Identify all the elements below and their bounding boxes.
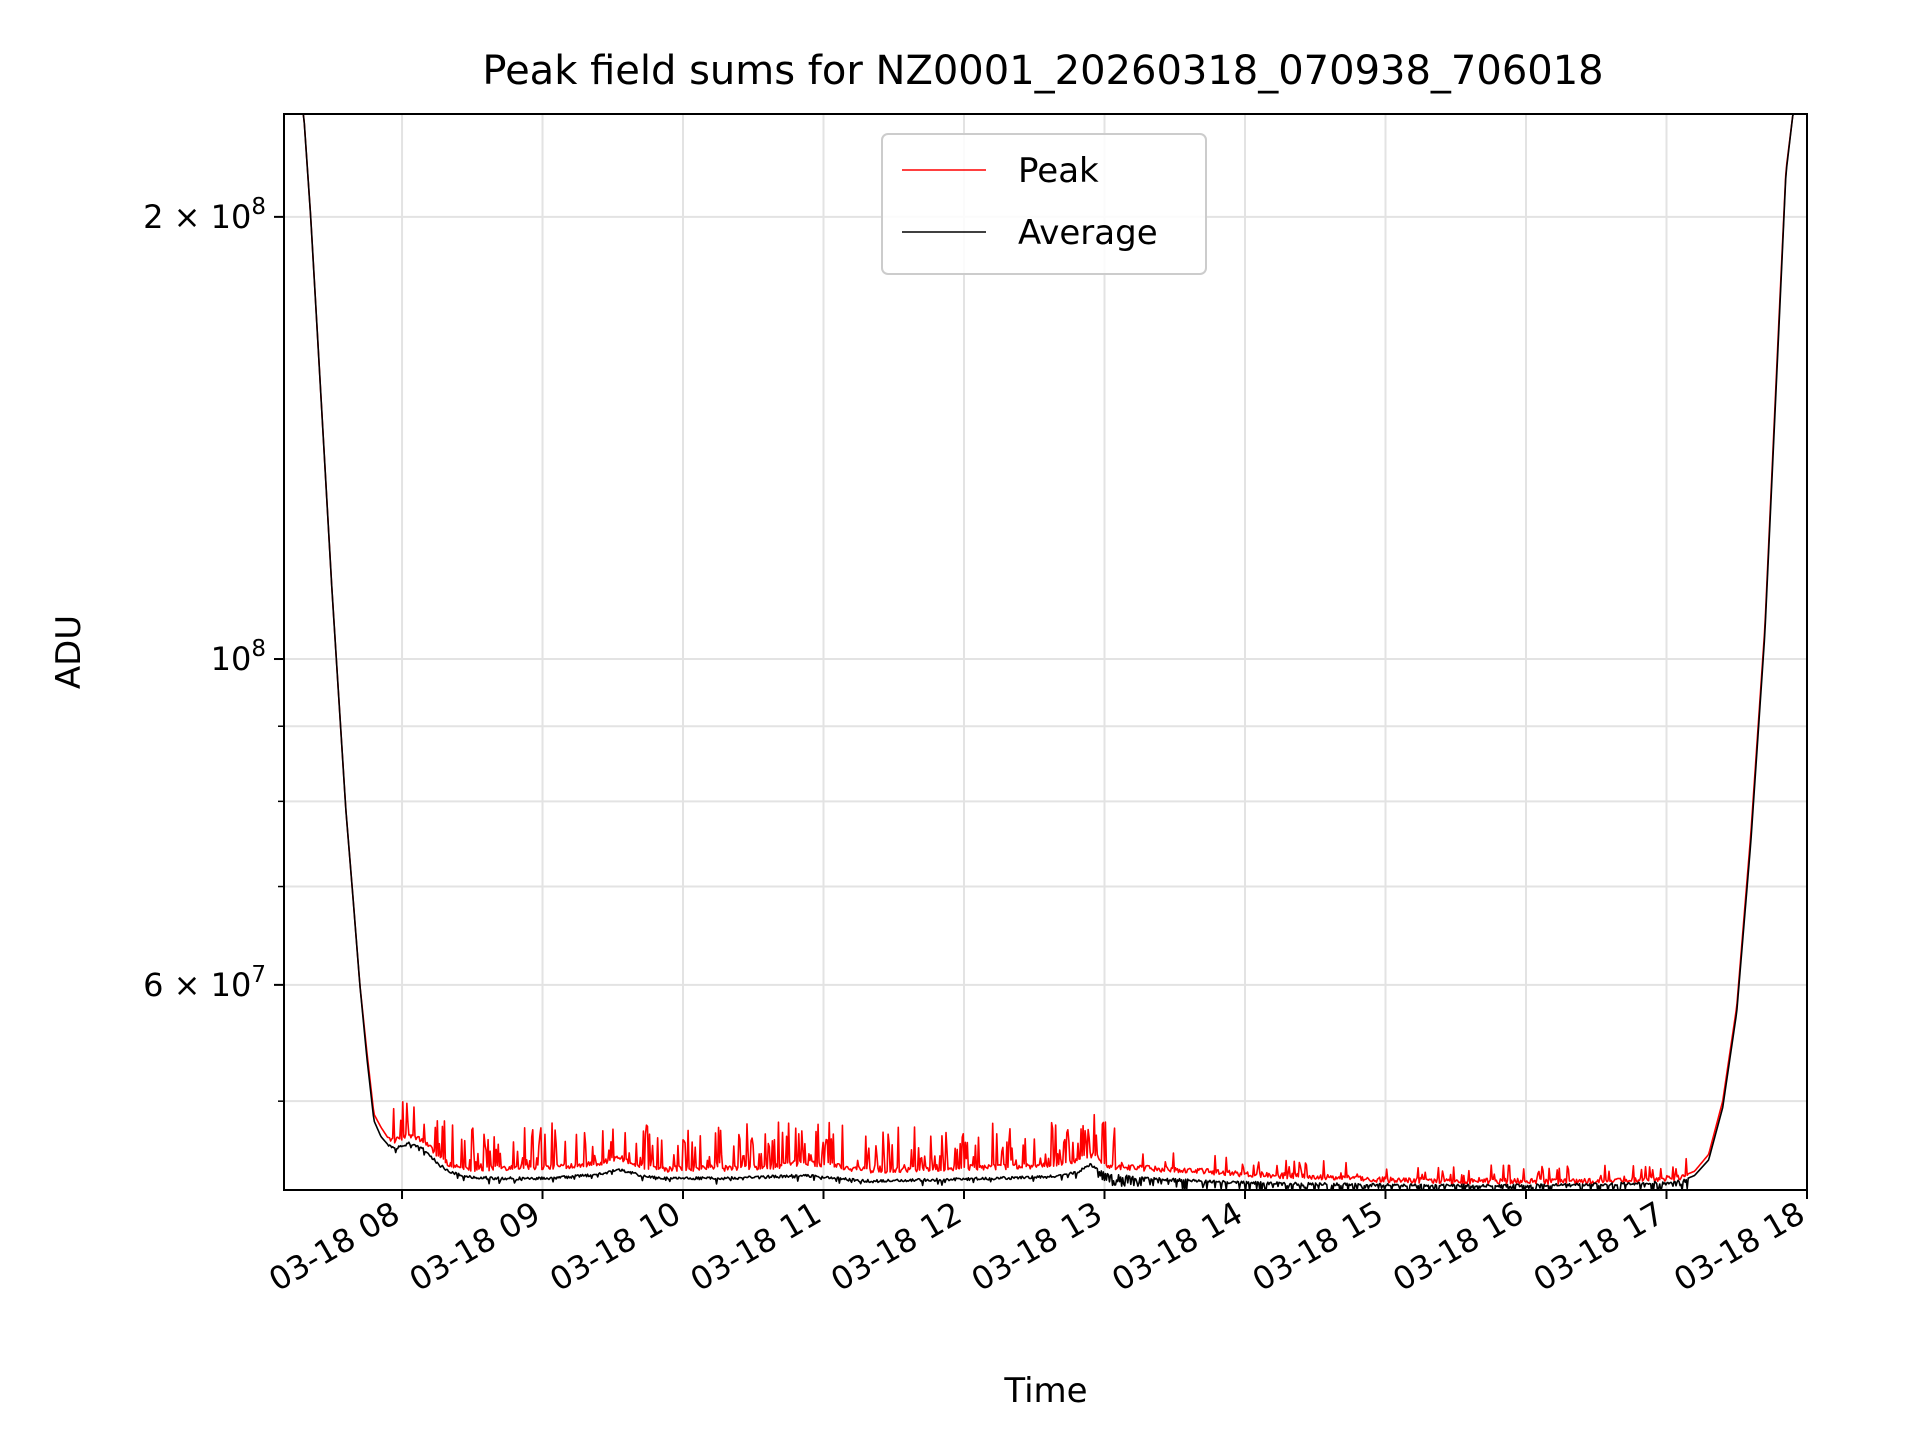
series-lines [284,114,1807,1190]
y-axis-ticks: 6 × 107 108 2 × 108 [143,194,284,1102]
average-series-line [284,114,1807,1190]
legend-peak-label: Peak [1018,151,1099,191]
legend: Peak Average [881,133,1207,275]
x-axis-label: Time [1003,1371,1087,1411]
y-axis-label: ADU [49,615,89,689]
y-tick-label: 2 × 108 [143,194,266,236]
plot-frame [283,113,1808,1191]
peak-series-line [284,114,1807,1185]
legend-box [881,133,1207,275]
chart-title: Peak field sums for NZ0001_20260318_0709… [482,48,1603,94]
y-tick-label: 6 × 107 [143,962,266,1004]
legend-average-label: Average [1018,213,1158,253]
y-tick-label: 108 [211,636,266,678]
